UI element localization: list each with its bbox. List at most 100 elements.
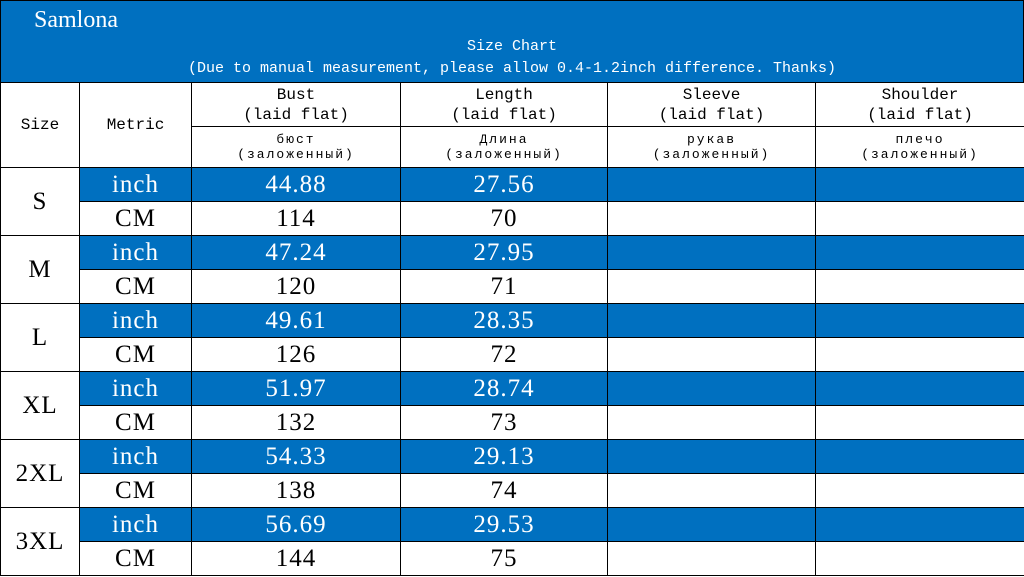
empty-cell [815,269,1024,304]
header-row: Size Metric Bust (laid flat) Length (laid fla… [0,82,1024,168]
value-cell: 132 [191,405,401,440]
size-table: Size Metric Bust (laid flat) Length (laid fla… [0,82,1024,576]
metric-cell: inch [79,235,192,270]
value-cell: 27.95 [400,235,608,270]
value-cell: 71 [400,269,608,304]
value-cell: 138 [191,473,401,508]
empty-cell [815,201,1024,236]
data-row: 3XL inch 56.69 29.53 [0,507,1024,576]
column-ru-sub: (заложенный) [652,147,771,162]
empty-cell [607,541,816,576]
column-name: Sleeve [682,85,741,104]
metric-cell: CM [79,201,192,236]
value-cell: 74 [400,473,608,508]
empty-cell [815,541,1024,576]
value-cell: 144 [191,541,401,576]
column-ru-sub: (заложенный) [237,147,355,162]
column-sub: (laid flat) [243,105,349,124]
metric-cell: inch [79,439,192,474]
data-row: XL inch 51.97 28.74 [0,371,1024,440]
column-name: Bust [276,85,316,104]
metric-cell: inch [79,507,192,542]
column-ru: плечо [895,132,945,147]
column-ru: Длина [479,132,529,147]
data-row: CM 132 73 [1,405,1024,440]
column-ru-sub: (заложенный) [861,147,979,162]
size-cell: L [0,303,80,372]
size-cell: S [0,167,80,236]
value-cell: 72 [400,337,608,372]
value-cell: 28.74 [400,371,608,406]
header-band: Samlona Size Chart (Due to manual measur… [0,0,1024,82]
column-sub: (laid flat) [867,105,973,124]
column-sub: (laid flat) [451,105,557,124]
size-cell: 2XL [0,439,80,508]
value-cell: 126 [191,337,401,372]
value-cell: 27.56 [400,167,608,202]
empty-cell [815,337,1024,372]
column-name: Shoulder [881,85,959,104]
empty-cell [815,235,1024,270]
data-row: CM 120 71 [1,269,1024,304]
empty-cell [815,507,1024,542]
empty-cell [815,167,1024,202]
column-ru: рукав [686,132,736,147]
size-header: Size [0,82,80,168]
metric-cell: CM [79,473,192,508]
column-header-ru: бюст (заложенный) [191,126,401,168]
metric-cell: inch [79,167,192,202]
value-cell: 73 [400,405,608,440]
value-cell: 44.88 [191,167,401,202]
note: (Due to manual measurement, please allow… [187,60,837,77]
column-name: Length [475,85,533,104]
column-header: Sleeve (laid flat) [607,82,816,127]
empty-cell [607,473,816,508]
column-header: Shoulder (laid flat) [815,82,1024,127]
value-cell: 51.97 [191,371,401,406]
data-row: CM 138 74 [1,473,1024,508]
empty-cell [607,439,816,474]
empty-cell [607,167,816,202]
empty-cell [607,303,816,338]
empty-cell [815,473,1024,508]
header-row-ru: бюст (заложенный) Длина (заложенный) рукав (з… [1,126,1024,168]
size-cell: M [0,235,80,304]
value-cell: 120 [191,269,401,304]
data-row: CM 126 72 [1,337,1024,372]
empty-cell [607,405,816,440]
column-sub: (laid flat) [658,105,765,124]
value-cell: 56.69 [191,507,401,542]
size-cell: 3XL [0,507,80,576]
value-cell: 29.13 [400,439,608,474]
metric-cell: inch [79,371,192,406]
empty-cell [815,303,1024,338]
empty-cell [607,269,816,304]
column-header-ru: Длина (заложенный) [400,126,608,168]
value-cell: 114 [191,201,401,236]
metric-cell: CM [79,541,192,576]
title: Size Chart [466,38,557,55]
data-row: CM 144 75 [1,541,1024,576]
brand: Samlona [34,7,118,33]
column-ru-sub: (заложенный) [445,147,563,162]
empty-cell [607,371,816,406]
empty-cell [607,235,816,270]
metric-cell: CM [79,337,192,372]
data-row: 2XL inch 54.33 29.13 [0,439,1024,508]
column-header: Length (laid flat) [400,82,608,127]
column-ru: бюст [276,132,316,147]
metric-cell: inch [79,303,192,338]
metric-cell: CM [79,269,192,304]
metric-header: Metric [79,82,192,168]
metric-cell: CM [79,405,192,440]
value-cell: 28.35 [400,303,608,338]
empty-cell [815,439,1024,474]
data-row: CM 114 70 [1,201,1024,236]
value-cell: 29.53 [400,507,608,542]
value-cell: 47.24 [191,235,401,270]
size-cell: XL [0,371,80,440]
empty-cell [815,371,1024,406]
